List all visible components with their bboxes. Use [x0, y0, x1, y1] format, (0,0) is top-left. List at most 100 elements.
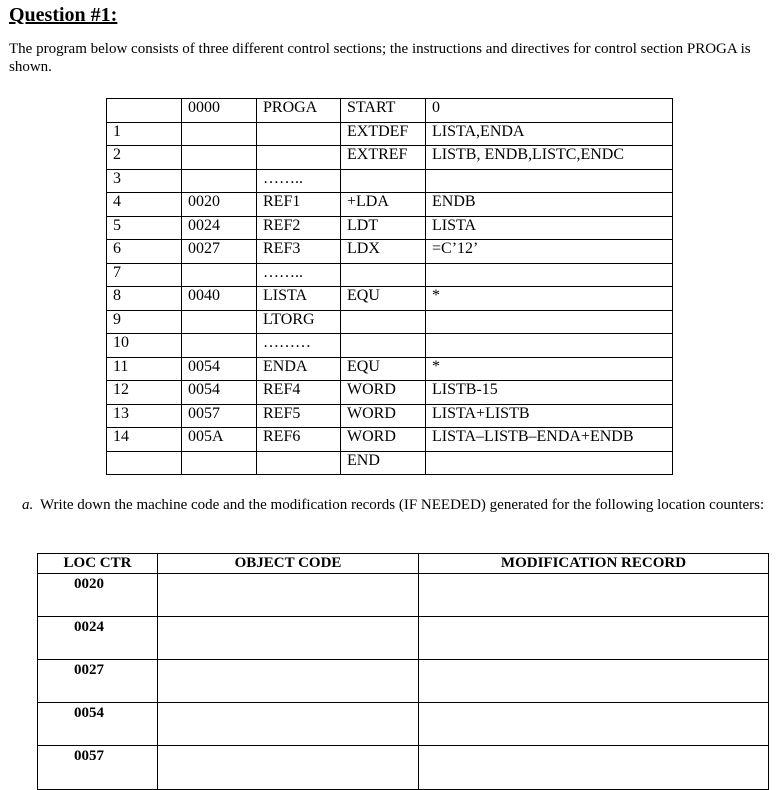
cell-operand: LISTA+LISTB	[425, 403, 673, 428]
modification-record-cell[interactable]	[418, 745, 769, 790]
object-code-cell[interactable]	[157, 616, 419, 660]
cell-opcode	[340, 333, 426, 358]
cell-line-number: 4	[106, 192, 182, 217]
modification-record-cell[interactable]	[418, 616, 769, 660]
program-row: END	[106, 450, 673, 475]
program-row: 10 ………	[106, 333, 673, 358]
cell-operand: *	[425, 286, 673, 311]
cell-loc: 005A	[181, 427, 257, 452]
cell-loc: 0020	[181, 192, 257, 217]
cell-label: ……..	[256, 168, 341, 193]
question-a-text: Write down the machine code and the modi…	[40, 497, 765, 513]
object-code-cell[interactable]	[157, 659, 419, 703]
cell-line-number: 13	[106, 403, 182, 428]
loc-ctr-cell: 0027	[37, 659, 158, 703]
cell-label: ENDA	[256, 356, 341, 381]
answer-row: 0054	[37, 702, 769, 746]
modification-record-cell[interactable]	[418, 659, 769, 703]
answer-row: 0057	[37, 745, 769, 790]
modification-record-cell[interactable]	[418, 702, 769, 746]
program-row: 2 EXTREF LISTB, ENDB,LISTC,ENDC	[106, 145, 673, 170]
program-row: 11 0054 ENDA EQU *	[106, 356, 673, 381]
cell-operand: LISTA,ENDA	[425, 121, 673, 146]
cell-label: REF2	[256, 215, 341, 240]
program-row: 3 ……..	[106, 168, 673, 193]
cell-line-number: 6	[106, 239, 182, 264]
program-row: 1 EXTDEF LISTA,ENDA	[106, 121, 673, 146]
cell-opcode: EXTDEF	[340, 121, 426, 146]
loc-ctr-cell: 0054	[37, 702, 158, 746]
cell-opcode	[340, 168, 426, 193]
cell-line-number: 12	[106, 380, 182, 405]
question-title: Question #1:	[9, 4, 118, 26]
cell-line-number: 9	[106, 309, 182, 334]
cell-opcode: WORD	[340, 380, 426, 405]
cell-operand: 0	[425, 98, 673, 123]
cell-loc: 0027	[181, 239, 257, 264]
cell-label: LTORG	[256, 309, 341, 334]
cell-opcode: EQU	[340, 356, 426, 381]
object-code-cell[interactable]	[157, 573, 419, 617]
program-row: 13 0057 REF5 WORD LISTA+LISTB	[106, 403, 673, 428]
cell-line-number: 14	[106, 427, 182, 452]
object-code-cell[interactable]	[157, 745, 419, 790]
cell-loc: 0057	[181, 403, 257, 428]
cell-label	[256, 145, 341, 170]
program-row: 12 0054 REF4 WORD LISTB-15	[106, 380, 673, 405]
cell-line-number: 8	[106, 286, 182, 311]
cell-loc	[181, 262, 257, 287]
cell-operand	[425, 309, 673, 334]
cell-label	[256, 450, 341, 475]
header-modification-record: MODIFICATION RECORD	[418, 553, 769, 574]
cell-loc	[181, 145, 257, 170]
program-row: 5 0024 REF2 LDT LISTA	[106, 215, 673, 240]
answer-row: 0024	[37, 616, 769, 660]
cell-operand	[425, 168, 673, 193]
cell-opcode: LDX	[340, 239, 426, 264]
cell-line-number: 5	[106, 215, 182, 240]
cell-operand: LISTB, ENDB,LISTC,ENDC	[425, 145, 673, 170]
cell-line-number: 10	[106, 333, 182, 358]
cell-opcode: END	[340, 450, 426, 475]
cell-line-number: 2	[106, 145, 182, 170]
cell-operand	[425, 450, 673, 475]
cell-opcode	[340, 262, 426, 287]
cell-operand: *	[425, 356, 673, 381]
cell-label: ……..	[256, 262, 341, 287]
cell-operand	[425, 262, 673, 287]
modification-record-cell[interactable]	[418, 573, 769, 617]
program-row: 9 LTORG	[106, 309, 673, 334]
header-object-code: OBJECT CODE	[157, 553, 419, 574]
loc-ctr-cell: 0020	[37, 573, 158, 617]
cell-label: REF5	[256, 403, 341, 428]
object-code-cell[interactable]	[157, 702, 419, 746]
cell-loc: 0054	[181, 356, 257, 381]
cell-opcode: WORD	[340, 427, 426, 452]
intro-text: The program below consists of three diff…	[9, 41, 751, 75]
cell-loc	[181, 121, 257, 146]
program-row: 6 0027 REF3 LDX =C’12’	[106, 239, 673, 264]
cell-loc	[181, 333, 257, 358]
cell-line-number: 3	[106, 168, 182, 193]
loc-ctr-cell: 0024	[37, 616, 158, 660]
cell-operand: ENDB	[425, 192, 673, 217]
question-a-label: a.	[22, 497, 34, 513]
cell-line-number: 1	[106, 121, 182, 146]
cell-line-number: 11	[106, 356, 182, 381]
header-loc-ctr: LOC CTR	[37, 553, 158, 574]
question-a: a. Write down the machine code and the m…	[9, 496, 769, 514]
cell-label: LISTA	[256, 286, 341, 311]
program-table: 0000 PROGA START 0 1 EXTDEF LISTA,ENDA 2 EXTRE…	[106, 98, 673, 475]
program-row: 4 0020 REF1 +LDA ENDB	[106, 192, 673, 217]
cell-label: REF3	[256, 239, 341, 264]
cell-label: PROGA	[256, 98, 341, 123]
cell-opcode	[340, 309, 426, 334]
cell-opcode: WORD	[340, 403, 426, 428]
cell-opcode: EQU	[340, 286, 426, 311]
cell-loc: 0000	[181, 98, 257, 123]
cell-opcode: +LDA	[340, 192, 426, 217]
cell-line-number: 7	[106, 262, 182, 287]
program-row: 7 ……..	[106, 262, 673, 287]
cell-loc	[181, 309, 257, 334]
loc-ctr-cell: 0057	[37, 745, 158, 790]
